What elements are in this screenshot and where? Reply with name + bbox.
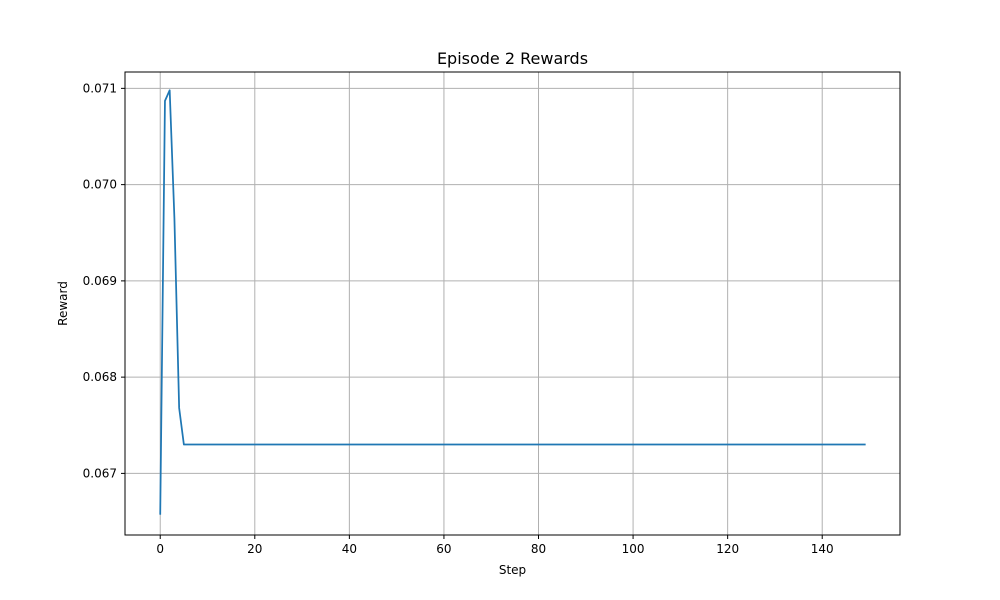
x-axis-ticks: 0 20 40 60 80 100 120 140 <box>156 535 834 556</box>
y-tick-label: 0.068 <box>83 370 117 384</box>
x-tick-label: 20 <box>247 542 262 556</box>
y-tick-label: 0.069 <box>83 274 117 288</box>
chart-title: Episode 2 Rewards <box>437 49 588 68</box>
x-tick-label: 120 <box>716 542 739 556</box>
grid <box>125 72 900 535</box>
x-tick-label: 80 <box>531 542 546 556</box>
y-tick-label: 0.067 <box>83 466 117 480</box>
x-tick-label: 60 <box>436 542 451 556</box>
y-tick-label: 0.071 <box>83 81 117 95</box>
x-tick-label: 140 <box>811 542 834 556</box>
y-axis-label: Reward <box>56 281 70 326</box>
plot-area-frame <box>124 71 901 536</box>
y-axis-ticks: 0.067 0.068 0.069 0.070 0.071 <box>83 81 125 480</box>
reward-series-line <box>159 89 866 515</box>
x-tick-label: 0 <box>156 542 164 556</box>
x-axis-label: Step <box>499 563 526 577</box>
series-layer <box>159 89 866 515</box>
x-tick-label: 40 <box>342 542 357 556</box>
y-tick-label: 0.070 <box>83 178 117 192</box>
x-tick-label: 100 <box>622 542 645 556</box>
